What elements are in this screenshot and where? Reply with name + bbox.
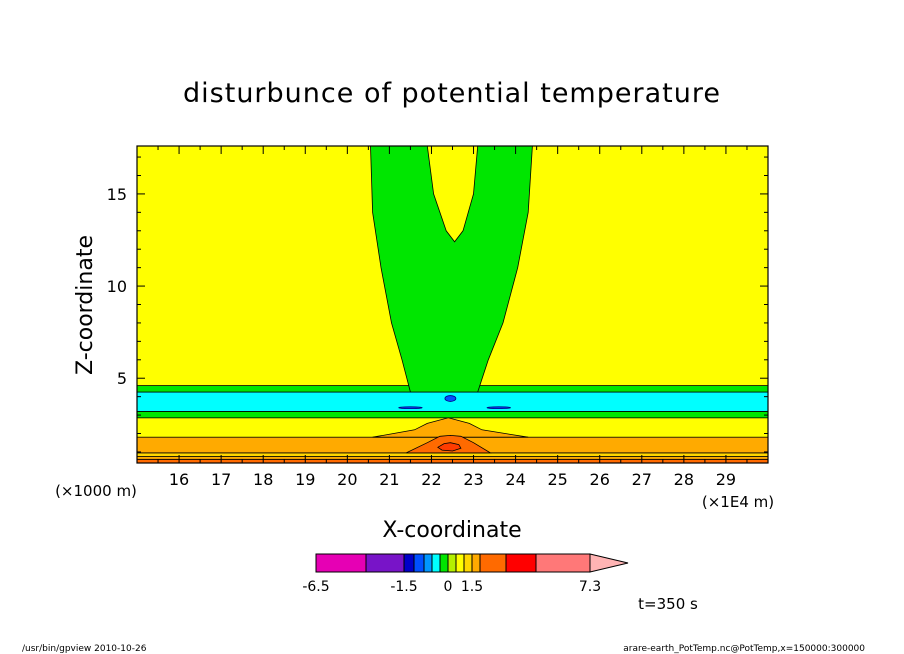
negative-anomaly-spots [398,395,511,410]
x-tick-label: 26 [590,470,610,489]
blue-spot-2 [486,406,511,410]
y-axis-label: Z-coordinate [73,235,98,375]
y-tick-label: 10 [107,277,127,296]
footer-right: arare-earth_PotTemp.nc@PotTemp,x=150000:… [623,644,865,654]
bump-contour-2 [437,442,462,452]
colorbar-swatch-10 [471,553,481,573]
surface-heating-bump [372,417,529,454]
colorbar-label: 7.3 [579,579,601,595]
x-unit-label: (×1E4 m) [702,493,774,511]
colorbar-swatch-1 [365,553,405,573]
x-tick-label: 25 [547,470,567,489]
green-plume-contour [370,146,533,393]
colorbar-label: 0 [444,579,453,595]
y-tick-label: 5 [117,369,127,388]
x-tick-label: 24 [505,470,525,489]
y-tick-label: 15 [107,185,127,204]
colorbar-swatch-5 [431,553,441,573]
colorbar-swatch-7 [447,553,457,573]
x-tick-label: 20 [337,470,357,489]
chart-title: disturbunce of potential temperature [183,78,721,109]
colorbar-swatch-3 [413,553,425,573]
colorbar-label: 1.5 [461,579,483,595]
colorbar-label: -6.5 [302,579,329,595]
x-tick-label: 23 [463,470,483,489]
x-tick-label: 27 [632,470,652,489]
x-tick-label: 21 [379,470,399,489]
contour-band-5 [137,391,768,412]
x-tick-label: 22 [421,470,441,489]
x-tick-label: 29 [716,470,736,489]
x-axis-label: X-coordinate [382,518,521,543]
colorbar-swatch-6 [439,553,449,573]
colorbar-swatch-12 [505,553,537,573]
bump-contour-0 [372,417,529,438]
plot-area [137,146,768,463]
x-tick-label: 18 [253,470,273,489]
colorbar-swatch-11 [479,553,507,573]
x-tick-label: 19 [295,470,315,489]
blue-spot-0 [444,395,457,402]
axis-ticks: 16 17 18 19 20 21 22 23 24 25 26 27 28 29 5 10 15 [107,146,768,489]
contour-band-4 [137,410,768,419]
colorbar-swatch-0 [315,553,367,573]
x-tick-label: 17 [211,470,231,489]
colorbar-swatch-2 [403,553,415,573]
footer-left: /usr/bin/gpview 2010-10-26 [22,644,147,654]
x-tick-label: 16 [169,470,189,489]
colorbar-swatch-13 [535,553,591,573]
time-label: t=350 s [638,595,698,613]
blue-spot-1 [398,406,423,410]
colorbar-label: -1.5 [390,579,417,595]
colorbar: -6.5 -1.5 0 1.5 7.3 [302,553,629,595]
colorbar-swatch-4 [423,553,433,573]
y-unit-label: (×1000 m) [55,482,137,500]
contour-band-2 [137,452,768,457]
x-tick-label: 28 [674,470,694,489]
colorbar-arrow [589,553,629,573]
colorbar-swatch-9 [463,553,473,573]
colorbar-swatch-8 [455,553,465,573]
contour-band-1 [137,456,768,460]
